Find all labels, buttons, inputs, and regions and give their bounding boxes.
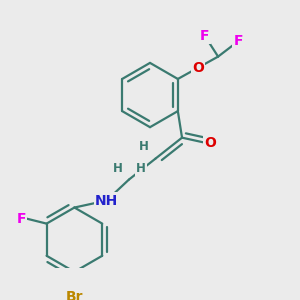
Text: H: H	[140, 140, 149, 153]
Text: F: F	[200, 28, 209, 43]
Text: O: O	[205, 136, 217, 150]
Text: F: F	[17, 212, 26, 226]
Text: Br: Br	[66, 290, 83, 300]
Text: H: H	[113, 163, 123, 176]
Text: NH: NH	[95, 194, 118, 208]
Text: O: O	[192, 61, 204, 75]
Text: F: F	[233, 34, 243, 48]
Text: H: H	[136, 163, 146, 176]
